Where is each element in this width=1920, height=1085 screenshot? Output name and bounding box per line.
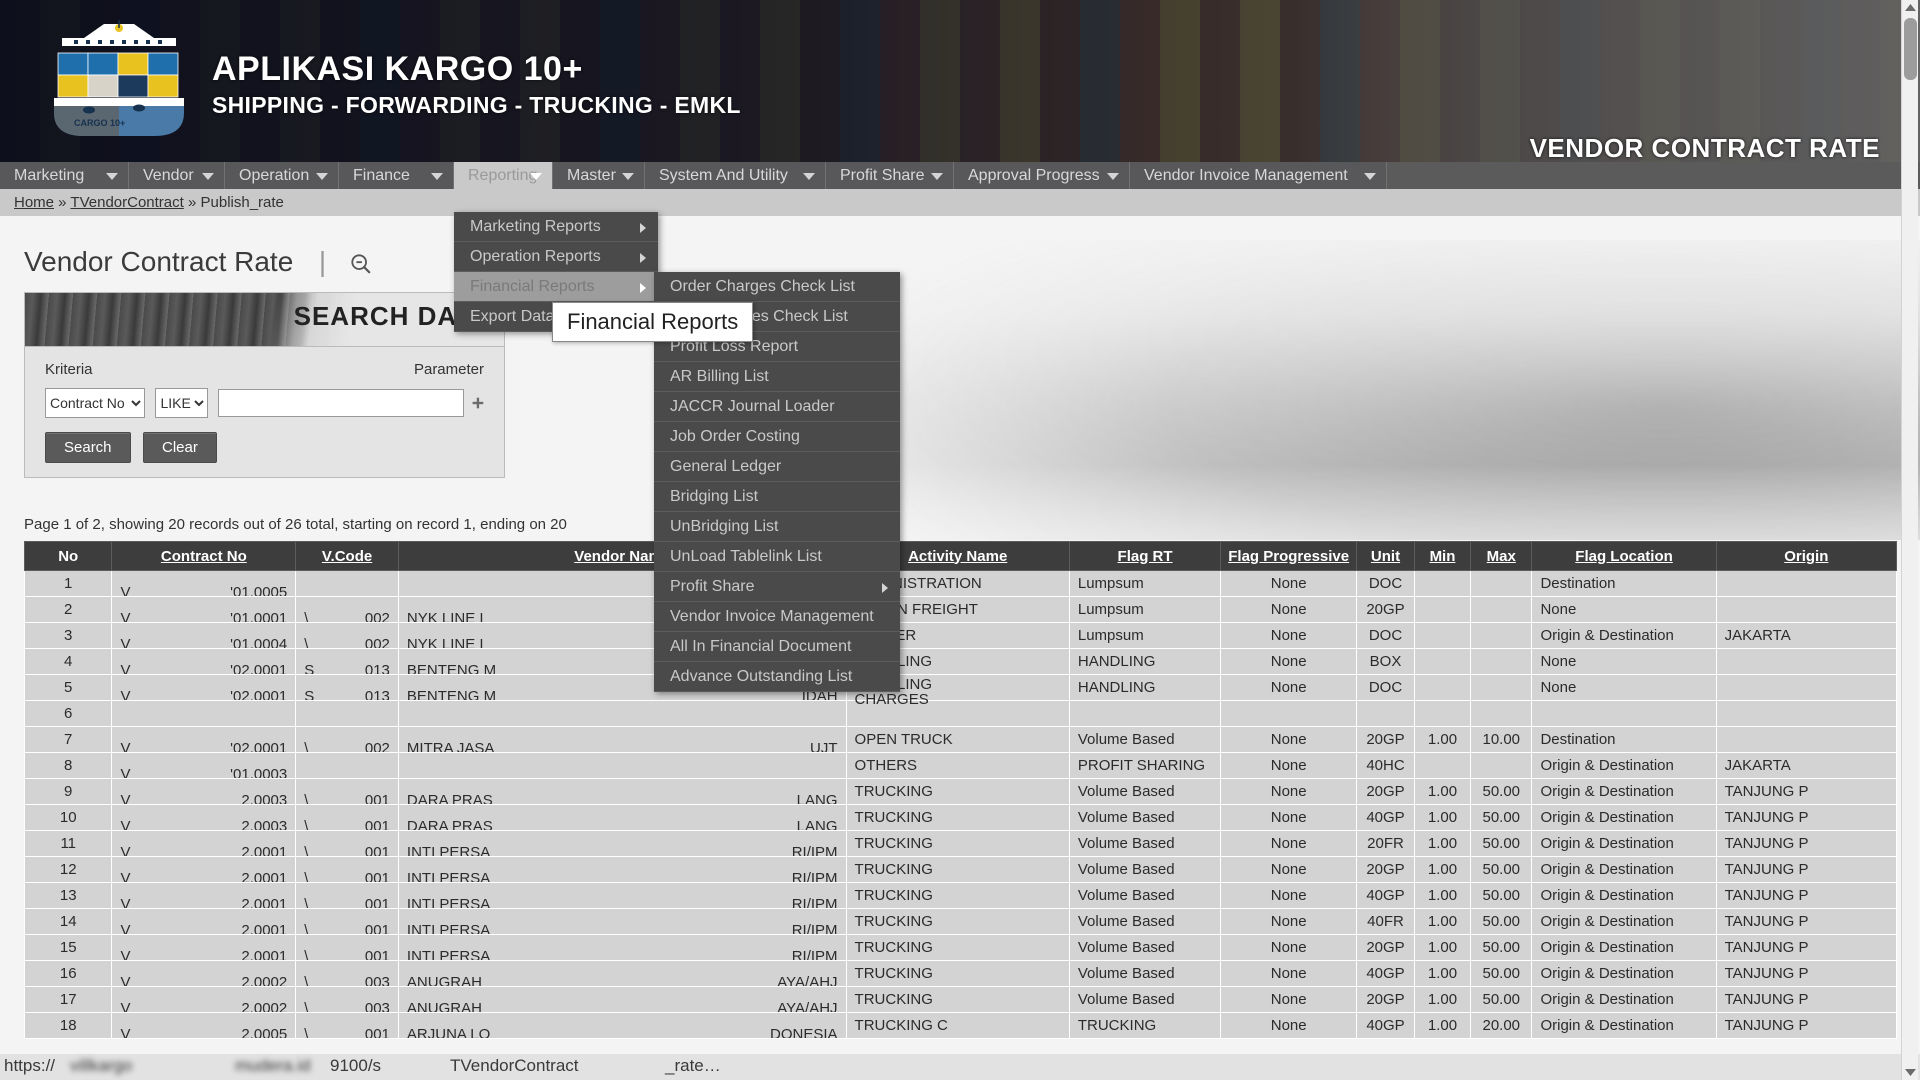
svg-text:CARGO 10+: CARGO 10+ bbox=[74, 118, 125, 128]
